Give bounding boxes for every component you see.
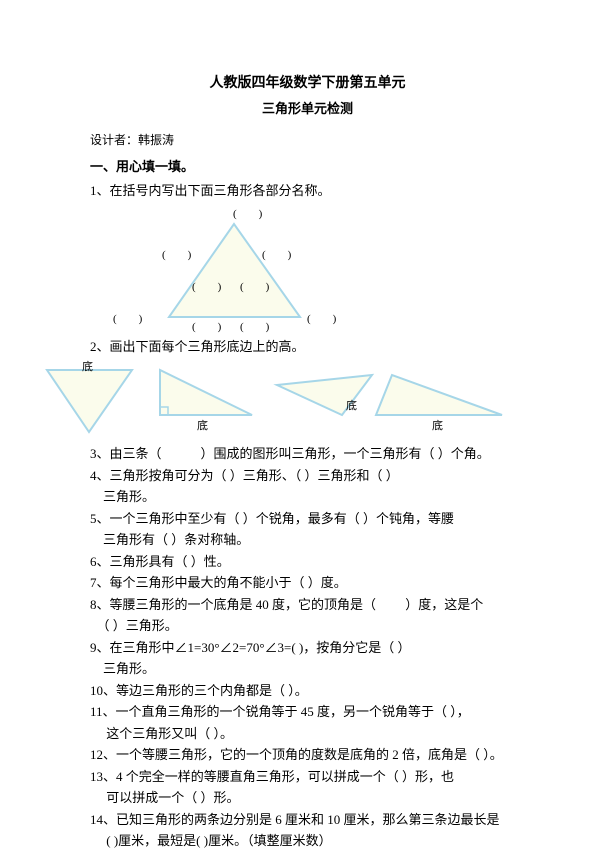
blank-paren: ( ) xyxy=(240,321,269,333)
question-13-line1: 13、4 个完全一样的等腰直角三角形，可以拼成一个（ ）形，也 xyxy=(90,767,525,787)
question-11-line2: 这个三角形又叫（ ）。 xyxy=(90,724,525,744)
question-2: 2、画出下面每个三角形底边上的高。 xyxy=(90,337,525,357)
question-12: 12、一个等腰三角形，它的一个顶角的度数是底角的 2 倍，底角是（ ）。 xyxy=(90,745,525,765)
base-label: 底 xyxy=(82,358,93,374)
question-5-line2: 三角形有（ ）条对称轴。 xyxy=(90,530,525,550)
page-title: 人教版四年级数学下册第五单元 xyxy=(90,72,525,92)
question-13-line2: 可以拼成一个（ ）形。 xyxy=(90,788,525,808)
figure-2-triangle-heights: 底底底底 xyxy=(32,360,512,440)
blank-paren: ( ) xyxy=(162,249,191,261)
question-9-line2: 三角形。 xyxy=(90,659,525,679)
question-14-line2: ( )厘米，最短是( )厘米。（填整厘米数） xyxy=(90,831,525,851)
blank-paren: ( ) xyxy=(233,208,262,220)
question-6: 6、三角形具有（ ）性。 xyxy=(90,552,525,572)
blank-paren: ( ) xyxy=(307,313,336,325)
question-1: 1、在括号内写出下面三角形各部分名称。 xyxy=(90,181,525,201)
question-3: 3、由三条（ ）围成的图形叫三角形，一个三角形有（ ）个角。 xyxy=(90,444,525,464)
blank-paren: ( ) xyxy=(240,281,269,293)
base-label: 底 xyxy=(432,417,443,433)
section-a-heading: 一、用心填一填。 xyxy=(90,156,525,175)
question-8-line2: （ ）三角形。 xyxy=(90,616,525,636)
blank-paren: ( ) xyxy=(262,249,291,261)
page-subtitle: 三角形单元检测 xyxy=(90,98,525,117)
blank-paren: ( ) xyxy=(192,321,221,333)
question-4-line2: 三角形。 xyxy=(90,487,525,507)
question-14-line1: 14、已知三角形的两条边分别是 6 厘米和 10 厘米，那么第三条边最长是 xyxy=(90,810,525,830)
question-8-line1: 8、等腰三角形的一个底角是 40 度，它的顶角是（ ）度，这是个 xyxy=(90,595,525,615)
author-line: 设计者：韩振涛 xyxy=(90,131,525,148)
question-5-line1: 5、一个三角形中至少有（ ）个锐角，最多有（ ）个钝角，等腰 xyxy=(90,509,525,529)
figure-1-triangle-parts: ( ) ( ) ( ) ( ) ( ) ( ) ( ) ( ) ( ) xyxy=(100,205,358,333)
question-4-line1: 4、三角形按角可分为（ ）三角形、（ ）三角形和（ ） xyxy=(90,466,525,486)
question-7: 7、每个三角形中最大的角不能小于（ ）度。 xyxy=(90,573,525,593)
blank-paren: ( ) xyxy=(192,281,221,293)
question-9-line1: 9、在三角形中∠1=30°∠2=70°∠3=( )，按角分它是（ ） xyxy=(90,638,525,658)
question-10: 10、等边三角形的三个内角都是（ ）。 xyxy=(90,681,525,701)
blank-paren: ( ) xyxy=(113,313,142,325)
base-label: 底 xyxy=(197,417,208,433)
question-11-line1: 11、一个直角三角形的一个锐角等于 45 度，另一个锐角等于（ ）， xyxy=(90,702,525,722)
base-label: 底 xyxy=(346,397,357,413)
